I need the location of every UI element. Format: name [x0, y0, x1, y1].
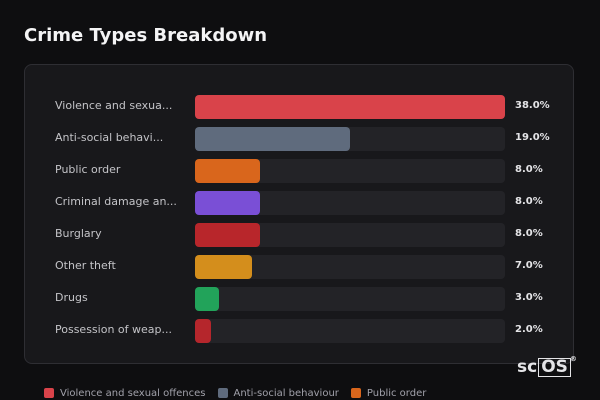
bar-track — [195, 191, 505, 215]
bar-row: Other theft 7.0% — [25, 255, 575, 279]
bar — [195, 255, 252, 279]
bar-track — [195, 319, 505, 343]
logo-prefix: sc — [517, 359, 537, 376]
chart-panel: Violence and sexua... 38.0% Anti-social be… — [24, 64, 574, 364]
bar-track — [195, 159, 505, 183]
legend-swatch — [44, 388, 54, 398]
logo-registered-mark: ® — [570, 356, 577, 363]
bar-row: Violence and sexua... 38.0% — [25, 95, 575, 119]
bar-row: Public order 8.0% — [25, 159, 575, 183]
legend-item: Public order — [351, 388, 426, 399]
category-label: Burglary — [55, 227, 195, 240]
bar — [195, 191, 260, 215]
bar-row: Drugs 3.0% — [25, 287, 575, 311]
legend-label: Violence and sexual offences — [60, 388, 206, 399]
chart-title: Crime Types Breakdown — [24, 25, 267, 46]
value-label: 3.0% — [515, 292, 543, 303]
value-label: 8.0% — [515, 228, 543, 239]
bar-track — [195, 223, 505, 247]
value-label: 8.0% — [515, 164, 543, 175]
legend-swatch — [218, 388, 228, 398]
bar-track — [195, 255, 505, 279]
category-label: Other theft — [55, 259, 195, 272]
scos-logo: sc OS ® — [517, 358, 571, 377]
value-label: 38.0% — [515, 100, 550, 111]
category-label: Drugs — [55, 291, 195, 304]
legend-item: Anti-social behaviour — [218, 388, 339, 399]
category-label: Violence and sexua... — [55, 99, 195, 112]
value-label: 7.0% — [515, 260, 543, 271]
logo-box: OS — [538, 358, 571, 377]
value-label: 19.0% — [515, 132, 550, 143]
bar — [195, 287, 219, 311]
bar-row: Burglary 8.0% — [25, 223, 575, 247]
category-label: Public order — [55, 163, 195, 176]
legend-label: Public order — [367, 388, 426, 399]
category-label: Criminal damage an... — [55, 195, 195, 208]
category-label: Anti-social behavi... — [55, 131, 195, 144]
bar-track — [195, 127, 505, 151]
legend-swatch — [351, 388, 361, 398]
bar-track — [195, 95, 505, 119]
category-label: Possession of weap... — [55, 323, 195, 336]
bar — [195, 127, 350, 151]
bar-track — [195, 287, 505, 311]
value-label: 8.0% — [515, 196, 543, 207]
bar — [195, 159, 260, 183]
value-label: 2.0% — [515, 324, 543, 335]
bar — [195, 223, 260, 247]
bar-row: Anti-social behavi... 19.0% — [25, 127, 575, 151]
legend-label: Anti-social behaviour — [234, 388, 339, 399]
bar-row: Possession of weap... 2.0% — [25, 319, 575, 343]
bar — [195, 95, 505, 119]
bar-row: Criminal damage an... 8.0% — [25, 191, 575, 215]
legend-item: Violence and sexual offences — [44, 388, 206, 399]
bar — [195, 319, 211, 343]
chart-legend: Violence and sexual offences Anti-social … — [44, 386, 426, 400]
